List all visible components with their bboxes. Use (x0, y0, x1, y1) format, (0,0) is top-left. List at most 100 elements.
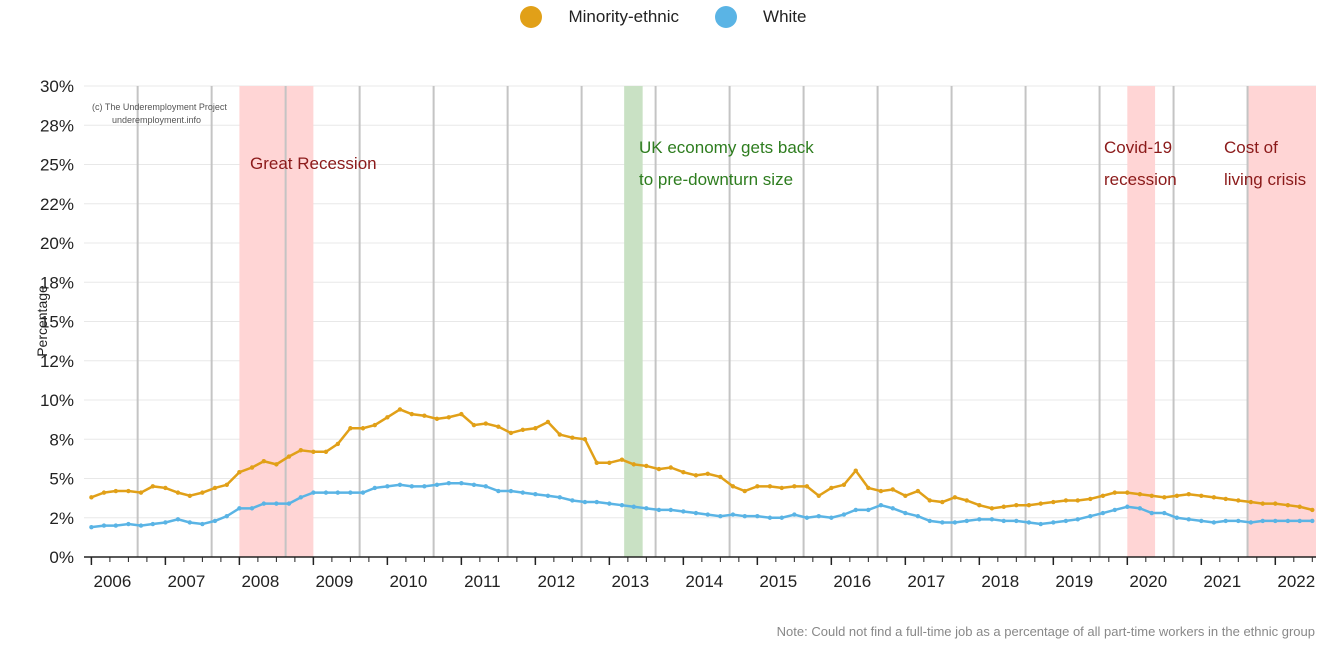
data-point (409, 484, 414, 489)
data-point (644, 463, 649, 469)
data-point (792, 512, 797, 517)
x-tick-label: 2009 (315, 572, 353, 591)
data-point (496, 488, 501, 494)
data-point (533, 492, 538, 497)
data-point (200, 490, 205, 495)
data-point (853, 507, 858, 513)
y-tick-label: 15% (40, 313, 74, 332)
data-point (1199, 493, 1204, 498)
data-point (619, 502, 625, 508)
data-point (101, 490, 107, 495)
copyright-line-2: underemployment.info (112, 115, 202, 125)
data-point (150, 484, 156, 489)
data-point (138, 523, 144, 528)
data-point (1075, 498, 1080, 503)
shaded-region (1247, 86, 1316, 557)
data-point (323, 490, 329, 495)
data-point (385, 415, 390, 420)
y-tick-label: 2% (49, 509, 74, 528)
data-point (1162, 495, 1167, 500)
data-point (730, 484, 736, 489)
data-point (126, 488, 131, 494)
data-point (964, 518, 969, 524)
data-point (767, 484, 773, 489)
data-point (755, 513, 760, 519)
data-point (755, 484, 760, 489)
data-point (1125, 490, 1130, 495)
data-point (360, 426, 366, 431)
data-point (1162, 510, 1167, 516)
data-point (829, 485, 834, 491)
legend: Minority-ethnic White (0, 6, 1327, 28)
annotation-great-recession: Great Recession (250, 148, 377, 180)
data-point (878, 502, 884, 508)
legend-dot-white (715, 6, 738, 28)
data-point (545, 493, 551, 498)
data-point (656, 466, 662, 472)
annotation-cost-of-living-line-1: Cost of (1224, 138, 1278, 157)
y-tick-label: 18% (40, 273, 74, 292)
y-tick-label: 12% (40, 352, 74, 371)
data-point (594, 460, 599, 465)
y-tick-label: 10% (40, 391, 74, 410)
y-tick-label: 30% (40, 77, 74, 96)
copyright-notice: (c) The Underemployment Project underemp… (92, 101, 227, 127)
data-point (446, 415, 451, 420)
data-point (1273, 501, 1278, 506)
data-point (940, 520, 945, 525)
data-point (335, 441, 340, 447)
data-point (483, 484, 488, 489)
data-point (1236, 518, 1241, 524)
data-point (644, 506, 649, 511)
shaded-region (624, 86, 643, 557)
x-tick-label: 2008 (241, 572, 279, 591)
x-tick-label: 2014 (685, 572, 723, 591)
data-point (767, 515, 773, 520)
data-point (1236, 498, 1241, 503)
footnote: Note: Could not find a full-time job as … (776, 624, 1315, 639)
data-point (570, 498, 575, 503)
y-tick-label: 28% (40, 116, 74, 135)
legend-item-minority-ethnic[interactable]: Minority-ethnic (520, 6, 679, 28)
data-point (335, 490, 340, 495)
data-point (1211, 520, 1217, 525)
y-tick-label: 0% (49, 548, 74, 567)
data-point (927, 498, 932, 503)
data-point (779, 485, 784, 491)
annotation-cost-of-living-line-2: living crisis (1224, 170, 1307, 189)
data-point (483, 421, 488, 426)
data-point (1248, 520, 1254, 525)
data-point (298, 448, 304, 453)
annotation-covid-line-1: Covid-19 (1104, 138, 1173, 157)
data-point (471, 422, 477, 428)
legend-item-white[interactable]: White (715, 6, 807, 28)
data-point (681, 470, 686, 475)
data-point (1112, 507, 1117, 513)
data-point (101, 523, 107, 528)
data-point (237, 470, 242, 475)
x-tick-label: 2020 (1129, 572, 1167, 591)
data-point (742, 513, 747, 519)
x-tick-label: 2017 (907, 572, 945, 591)
data-point (1310, 518, 1315, 524)
data-point (989, 517, 995, 522)
data-point (261, 459, 267, 464)
data-point (1137, 492, 1143, 497)
data-point (1199, 518, 1204, 524)
data-point (866, 485, 871, 491)
data-point (1186, 492, 1191, 497)
shaded-region (239, 86, 314, 557)
data-point (557, 495, 562, 500)
x-tick-label: 2021 (1203, 572, 1241, 591)
data-point (459, 411, 464, 417)
x-tick-label: 2010 (389, 572, 427, 591)
data-point (1014, 518, 1019, 524)
data-point (422, 413, 427, 418)
data-point (631, 504, 636, 509)
data-point (730, 512, 736, 517)
data-point (1285, 502, 1291, 508)
data-point (977, 502, 982, 508)
x-tick-label: 2022 (1277, 572, 1315, 591)
data-point (1137, 506, 1143, 511)
data-point (1297, 504, 1302, 509)
